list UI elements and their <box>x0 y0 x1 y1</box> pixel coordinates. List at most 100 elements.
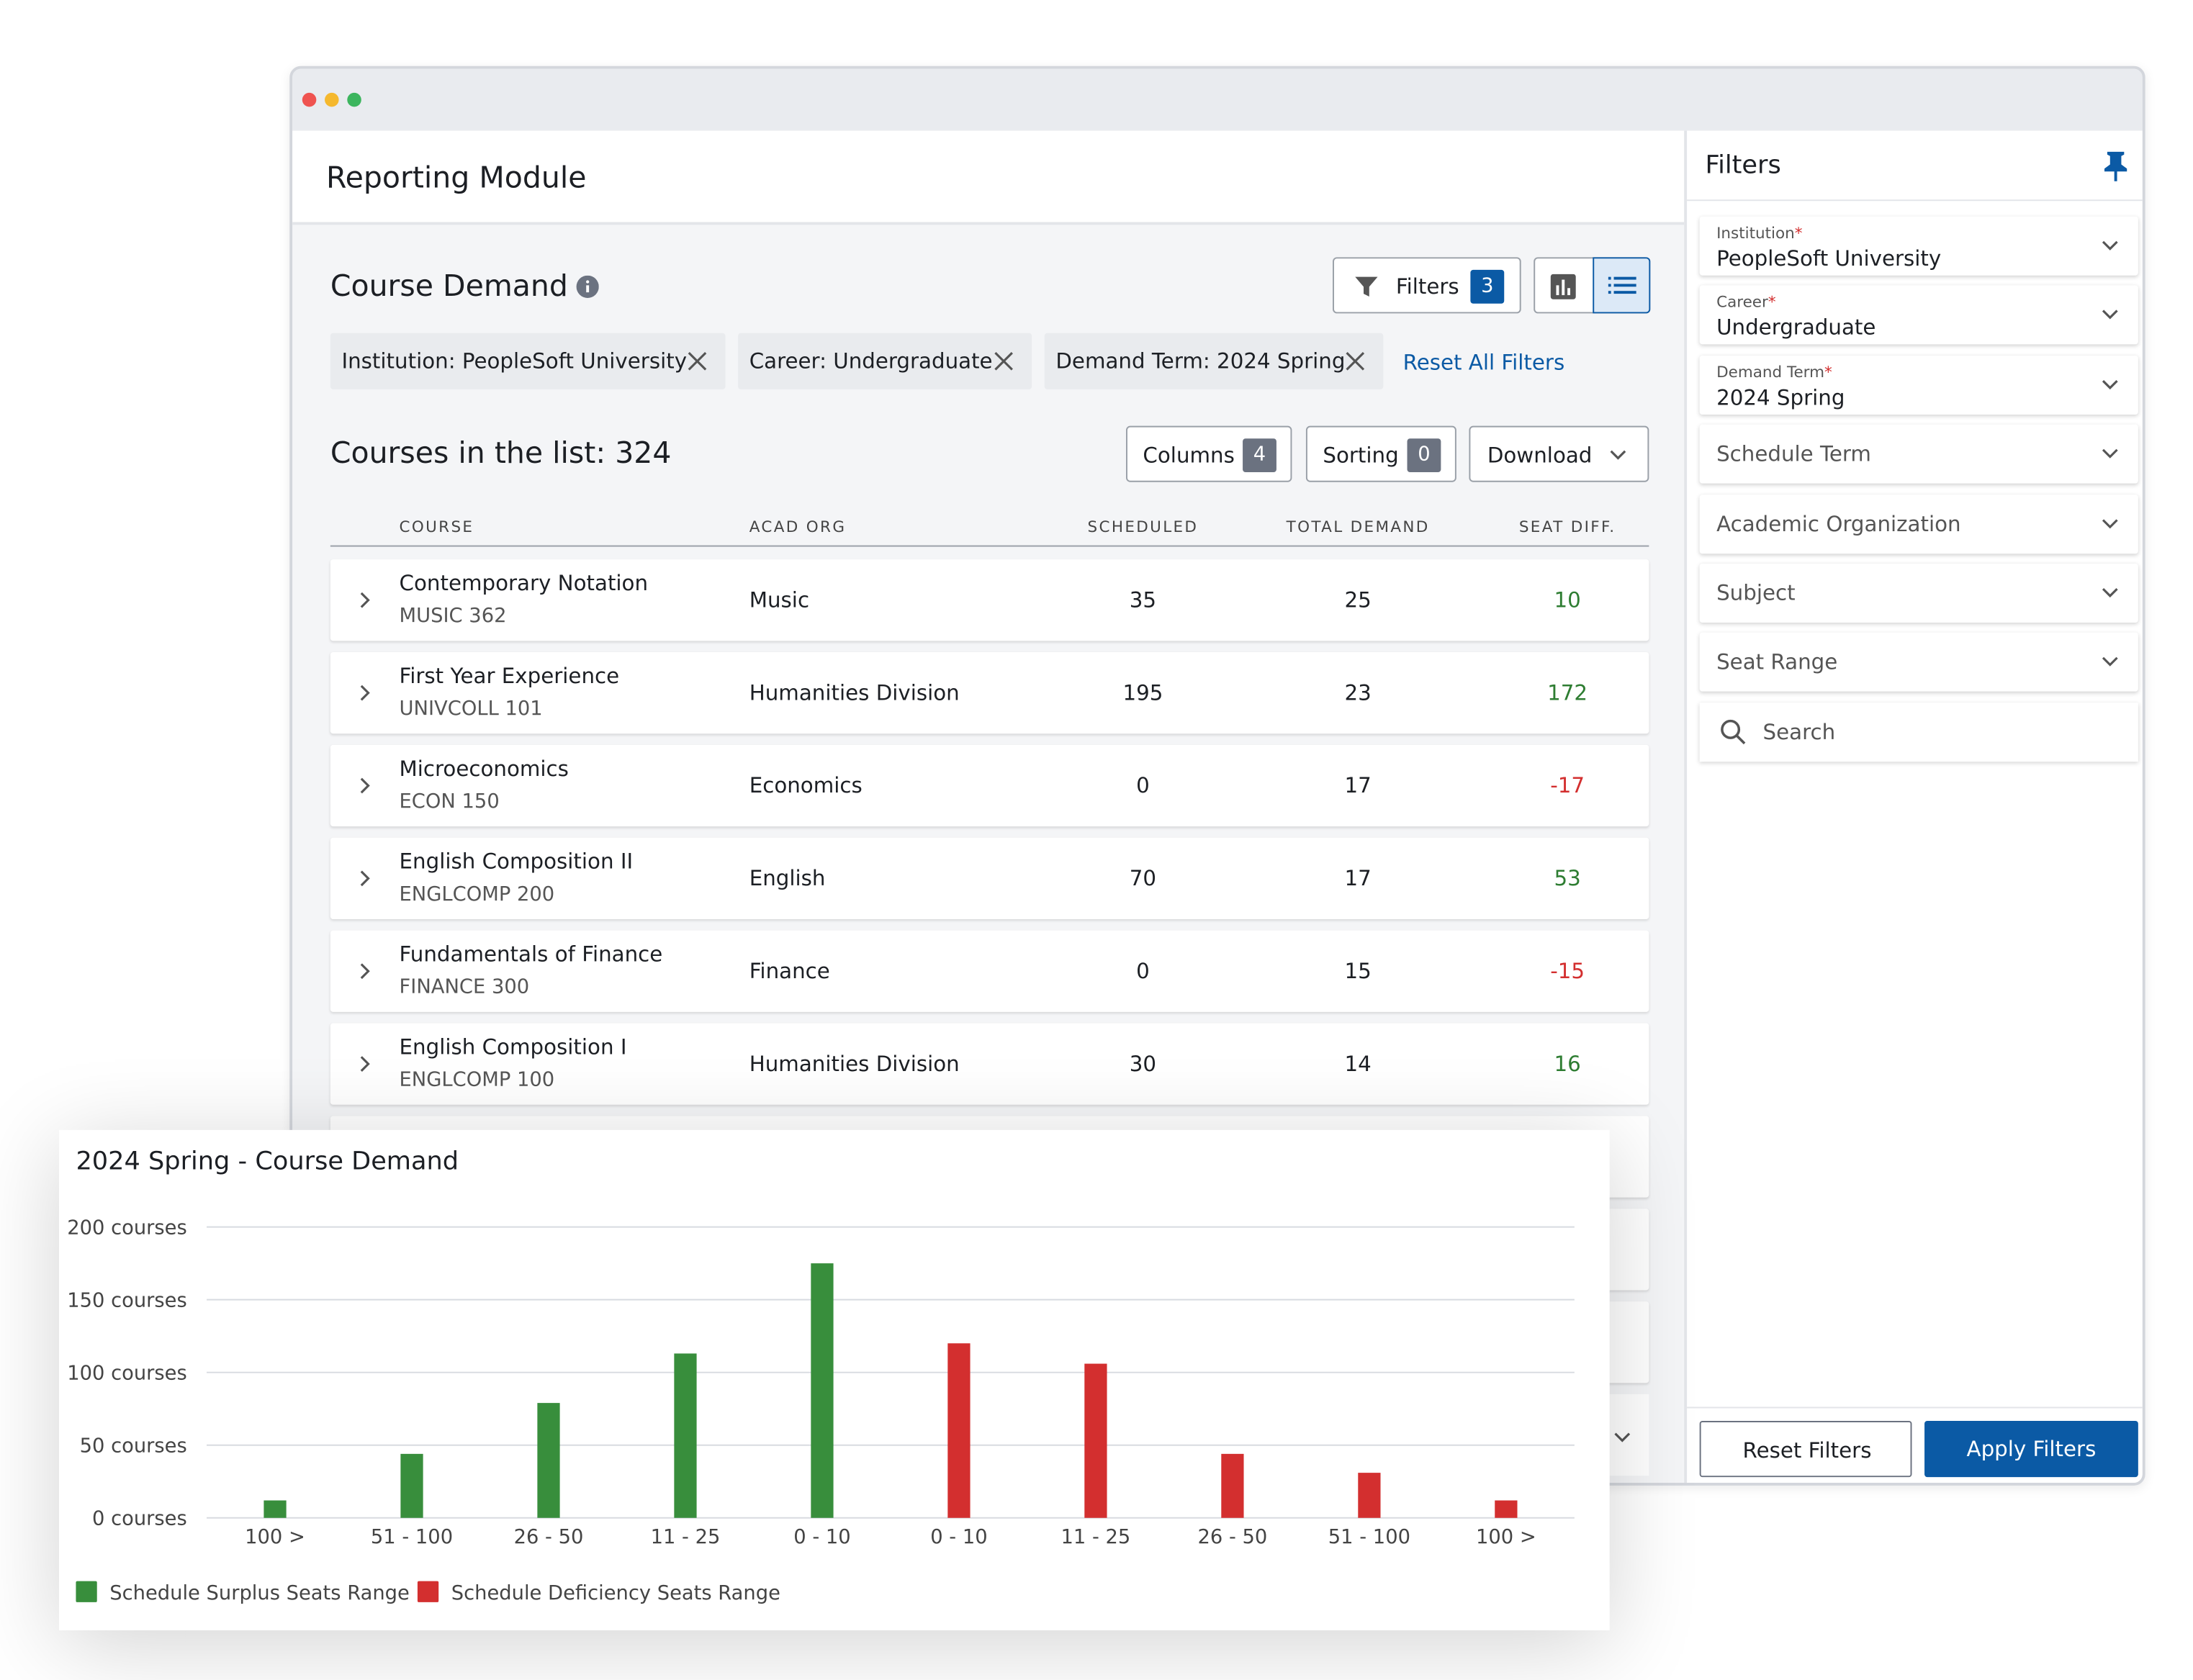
expand-chevron[interactable] <box>359 776 373 795</box>
expand-chevron[interactable] <box>359 590 373 610</box>
course-code: UNIVCOLL 101 <box>399 697 543 721</box>
sorting-button[interactable]: Sorting 0 <box>1305 425 1456 482</box>
expand-chevron[interactable] <box>359 683 373 703</box>
bar <box>674 1353 697 1518</box>
icon-part <box>360 1056 370 1072</box>
field-placeholder: Seat Range <box>1716 649 1838 675</box>
icon-part <box>1613 284 1636 287</box>
course-code: ECON 150 <box>399 790 500 813</box>
x-tick-label: 11 - 25 <box>1061 1526 1131 1548</box>
scheduled: 35 <box>1129 587 1157 613</box>
total-demand: 17 <box>1344 865 1372 891</box>
field-label: Career* <box>1716 293 1776 312</box>
chevron-down[interactable] <box>2100 378 2120 392</box>
table-row[interactable]: English Composition I ENGLCOMP 100 Humanit… <box>330 1023 1649 1105</box>
view-toggle[interactable] <box>1534 257 1651 314</box>
title-bar <box>292 68 2143 131</box>
seat-diff: 16 <box>1554 1051 1581 1077</box>
expand-chevron[interactable] <box>359 962 373 981</box>
close-icon[interactable] <box>993 350 1015 372</box>
field-value: 2024 Spring <box>1716 384 1845 410</box>
filters-button[interactable]: Filters 3 <box>1333 257 1521 314</box>
table-row[interactable]: First Year Experience UNIVCOLL 101 Humanit… <box>330 651 1649 734</box>
bar <box>1495 1500 1518 1518</box>
table-row[interactable]: English Composition II ENGLCOMP 200 Englis… <box>330 837 1649 919</box>
chevron-down[interactable] <box>2100 308 2120 322</box>
icon-part <box>688 351 707 371</box>
bar <box>537 1403 560 1518</box>
close-icon[interactable] <box>686 350 708 372</box>
list-view-button[interactable] <box>1593 257 1651 314</box>
icon-part <box>994 351 1013 371</box>
filter-field[interactable]: Academic Organization <box>1699 494 2138 554</box>
x-tick-label: 100 > <box>1476 1526 1536 1548</box>
filter-field[interactable]: Schedule Term <box>1699 425 2138 484</box>
total-demand: 25 <box>1344 587 1372 613</box>
x-tick-label: 51 - 100 <box>371 1526 453 1548</box>
close-icon[interactable] <box>1344 350 1366 372</box>
column-header: SEAT DIFF. <box>1518 518 1616 536</box>
course-title: English Composition II <box>399 849 634 875</box>
acad-org: Music <box>749 587 810 613</box>
list-title: Courses in the list: 324 <box>330 436 672 470</box>
search-field[interactable]: Search <box>1699 703 2138 762</box>
bar <box>811 1263 834 1518</box>
course-title: English Composition I <box>399 1034 627 1060</box>
required-mark: * <box>1824 363 1832 381</box>
funnel-icon <box>1355 276 1378 297</box>
chevron-down[interactable] <box>1613 1431 1632 1445</box>
chevron-down[interactable] <box>2100 517 2120 531</box>
table-row[interactable]: Contemporary Notation MUSIC 362 Music 35 25 1… <box>330 559 1649 641</box>
field-label: Institution* <box>1716 224 1803 243</box>
chevron-down[interactable] <box>2100 586 2120 600</box>
filter-field[interactable]: Institution* PeopleSoft University <box>1699 216 2138 276</box>
acad-org: Economics <box>749 772 863 799</box>
scheduled: 70 <box>1129 865 1157 891</box>
app-window: Reporting Module Course Demand Filters 3 Ins… <box>289 66 2145 1486</box>
seat-diff: -15 <box>1550 958 1585 984</box>
expand-chevron[interactable] <box>359 869 373 888</box>
chart-view-icon[interactable] <box>1550 274 1576 299</box>
filter-field[interactable]: Demand Term* 2024 Spring <box>1699 355 2138 415</box>
panel-footer-rule <box>1687 1406 2143 1409</box>
reset-all-link[interactable]: Reset All Filters <box>1402 350 1565 376</box>
total-demand: 23 <box>1344 680 1372 706</box>
pin-icon[interactable] <box>2103 150 2128 181</box>
legend-label: Schedule Deficiency Seats Range <box>451 1582 780 1604</box>
icon-part <box>1346 351 1365 371</box>
filter-field[interactable]: Seat Range <box>1699 633 2138 692</box>
chart-title: 2024 Spring - Course Demand <box>76 1147 459 1176</box>
filter-chip: Career: Undergraduate <box>738 333 1032 389</box>
acad-org: Humanities Division <box>749 1051 960 1077</box>
icon-part <box>586 285 590 293</box>
course-title: Microeconomics <box>399 756 569 782</box>
search-icon <box>1721 719 1746 745</box>
icon-part <box>360 777 370 794</box>
chevron-down[interactable] <box>2100 239 2120 253</box>
bar <box>400 1453 423 1518</box>
chevron-down[interactable] <box>2100 656 2120 670</box>
info-icon <box>576 275 599 298</box>
filter-field[interactable]: Subject <box>1699 563 2138 623</box>
course-title: First Year Experience <box>399 663 620 689</box>
x-tick-label: 51 - 100 <box>1328 1526 1410 1548</box>
seat-diff: 10 <box>1554 587 1581 613</box>
y-tick-label: 50 courses <box>80 1435 187 1457</box>
filter-field[interactable]: Career* Undergraduate <box>1699 286 2138 346</box>
expand-chevron[interactable] <box>359 1054 373 1073</box>
chevron-down[interactable] <box>2100 447 2120 461</box>
chevron-down[interactable] <box>1608 448 1628 463</box>
table-row[interactable]: Microeconomics ECON 150 Economics 0 17 -17 <box>330 744 1649 827</box>
apply-filters-button[interactable]: Apply Filters <box>1924 1421 2138 1478</box>
button-label: Download <box>1487 443 1593 469</box>
icon-part <box>1608 291 1611 294</box>
reset-filters-button[interactable]: Reset Filters <box>1699 1421 1912 1478</box>
filter-chip: Institution: PeopleSoft University <box>330 333 726 389</box>
x-tick-label: 0 - 10 <box>930 1526 987 1548</box>
download-button[interactable]: Download <box>1469 425 1649 482</box>
table-row[interactable]: Fundamentals of Finance FINANCE 300 Financ… <box>330 930 1649 1012</box>
icon-part <box>1721 719 1741 739</box>
app-title: Reporting Module <box>325 161 587 195</box>
columns-button[interactable]: Columns 4 <box>1126 425 1292 482</box>
